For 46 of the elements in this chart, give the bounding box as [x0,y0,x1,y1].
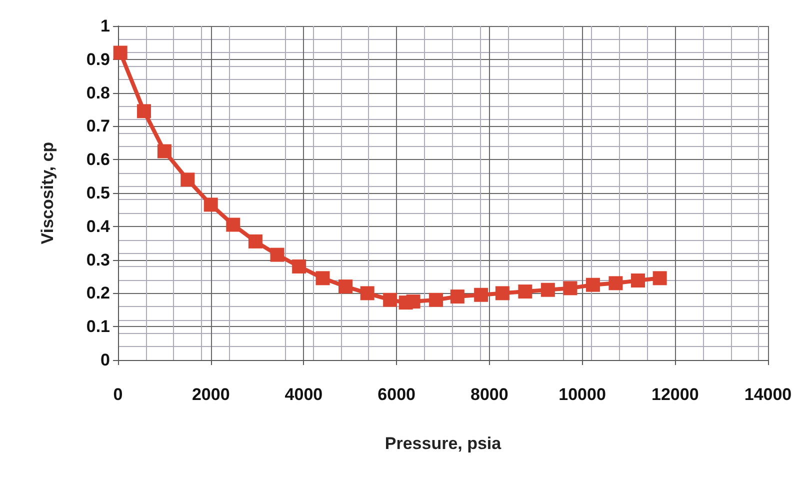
x-tick-label: 0 [113,385,123,404]
point [180,172,195,187]
y-tick-label: 0.3 [86,250,110,270]
y-tick-label: 0.2 [86,284,110,303]
point [474,288,488,302]
point [360,286,374,300]
x-tick-label: 8000 [470,385,508,404]
point [248,234,262,248]
point [563,281,578,296]
point [631,274,645,288]
point [204,198,218,212]
x-tick-label: 6000 [378,385,416,404]
point [316,271,330,286]
point [586,278,600,292]
x-axis-title: Pressure, psia [384,434,502,453]
point [270,248,284,262]
y-tick-label: 0.5 [86,184,110,202]
y-tick-label: 0.8 [86,83,110,102]
point [406,294,420,309]
y-tick-label: 0.7 [86,116,110,136]
point [540,282,555,297]
y-axis-title: Viscosity, cp [38,142,57,244]
x-tick-label: 4000 [284,385,323,404]
point [292,259,306,274]
y-tick-label: 1 [100,16,110,36]
y-tick-label: 0 [100,350,110,370]
y-tick-label: 0.9 [86,50,110,69]
point [157,144,172,158]
point [518,284,532,299]
point [495,286,510,300]
x-tick-label: 14000 [744,385,792,404]
y-tick-label: 0.4 [86,216,111,236]
x-tick-label: 2000 [192,385,230,404]
y-tick-label: 0.1 [86,317,110,336]
point [450,290,464,304]
point [338,280,352,294]
y-tick-label: 0.6 [86,150,110,170]
point [137,104,151,118]
point [429,292,444,307]
x-tick-label: 12000 [652,385,699,404]
point [652,271,667,286]
point [383,292,398,307]
point [608,276,623,290]
x-tick-label: 10000 [558,385,606,404]
point [113,46,128,60]
point [226,218,240,232]
